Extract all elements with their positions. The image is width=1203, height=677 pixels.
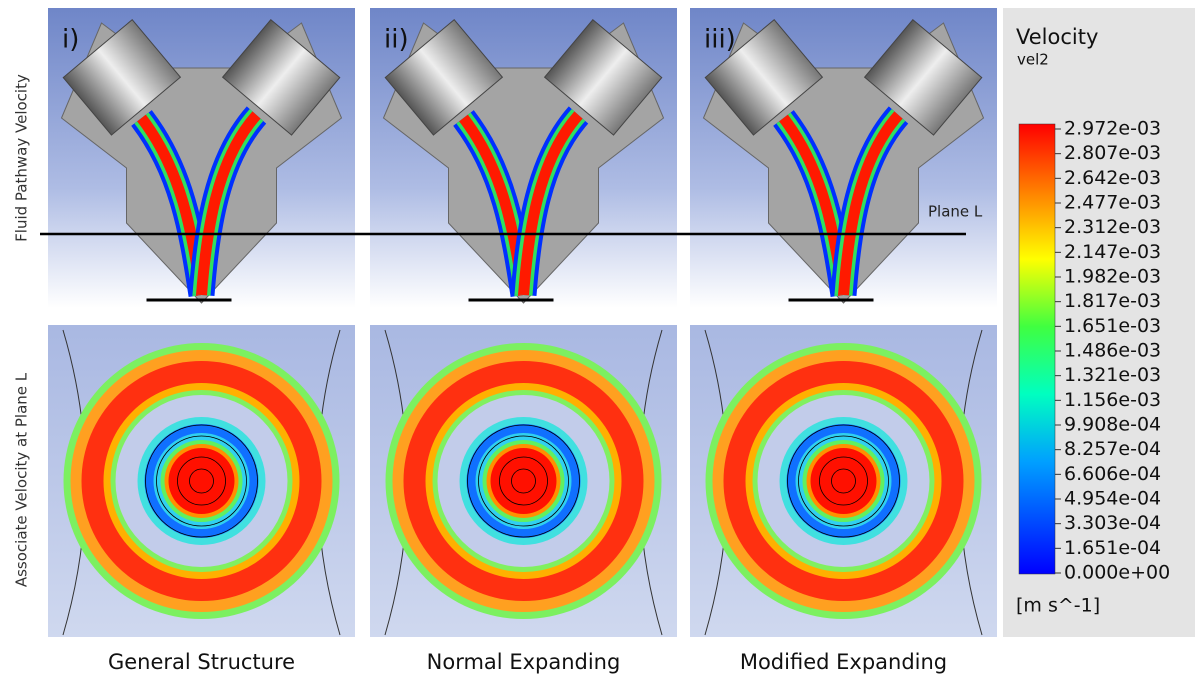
- legend-tick-label: 2.312e-03: [1064, 216, 1161, 238]
- legend-unit: [m s^-1]: [1016, 595, 1100, 617]
- legend-tick-label: 1.982e-03: [1064, 266, 1161, 288]
- row-label: Fluid Pathway Velocity: [13, 74, 31, 242]
- legend-tick-label: 1.651e-03: [1064, 315, 1161, 337]
- plane-label: Plane L: [928, 203, 983, 221]
- legend-tick-label: 8.257e-04: [1064, 438, 1161, 460]
- legend-tick-label: 2.972e-03: [1064, 118, 1161, 140]
- panel-label: iii): [704, 25, 736, 55]
- legend-tick-label: 4.954e-04: [1064, 488, 1161, 510]
- panels: i) General Structure ii) Normal Expanding ii…: [48, 8, 997, 674]
- caption: Modified Expanding: [740, 650, 947, 674]
- legend-tick-label: 0.000e+00: [1064, 562, 1170, 584]
- legend-tick-label: 9.908e-04: [1064, 414, 1161, 436]
- row-label: Associate Velocity at Plane L: [13, 372, 31, 587]
- legend-tick-label: 2.147e-03: [1064, 241, 1161, 263]
- caption: Normal Expanding: [427, 650, 621, 674]
- legend-tick-label: 1.486e-03: [1064, 340, 1161, 362]
- legend-tick-label: 2.807e-03: [1064, 142, 1161, 164]
- legend-tick-label: 3.303e-04: [1064, 512, 1161, 534]
- legend-tick-label: 1.321e-03: [1064, 364, 1161, 386]
- velocity-ring: [811, 448, 877, 514]
- panel-label: ii): [384, 25, 409, 55]
- legend-title: Velocity: [1016, 25, 1098, 49]
- legend-ticks: 2.972e-032.807e-03 2.642e-03 2.477e-032.31…: [1055, 118, 1170, 584]
- legend-tick-label: 2.642e-03: [1064, 167, 1161, 189]
- velocity-ring: [491, 448, 557, 514]
- legend-tick-label: 2.477e-03: [1064, 192, 1161, 214]
- figure: i) General Structure ii) Normal Expanding ii…: [0, 0, 1203, 677]
- color-bar: [1019, 124, 1055, 574]
- caption: General Structure: [108, 650, 295, 674]
- velocity-ring: [169, 448, 235, 514]
- legend: Velocity vel2 2.972e-032.807e-03 2.642e-0…: [1003, 8, 1195, 637]
- legend-tick-label: 1.156e-03: [1064, 389, 1161, 411]
- legend-variable: vel2: [1017, 51, 1049, 69]
- legend-tick-label: 1.817e-03: [1064, 290, 1161, 312]
- legend-tick-label: 6.606e-04: [1064, 463, 1161, 485]
- legend-tick-label: 1.651e-04: [1064, 537, 1161, 559]
- panel-label: i): [62, 25, 79, 55]
